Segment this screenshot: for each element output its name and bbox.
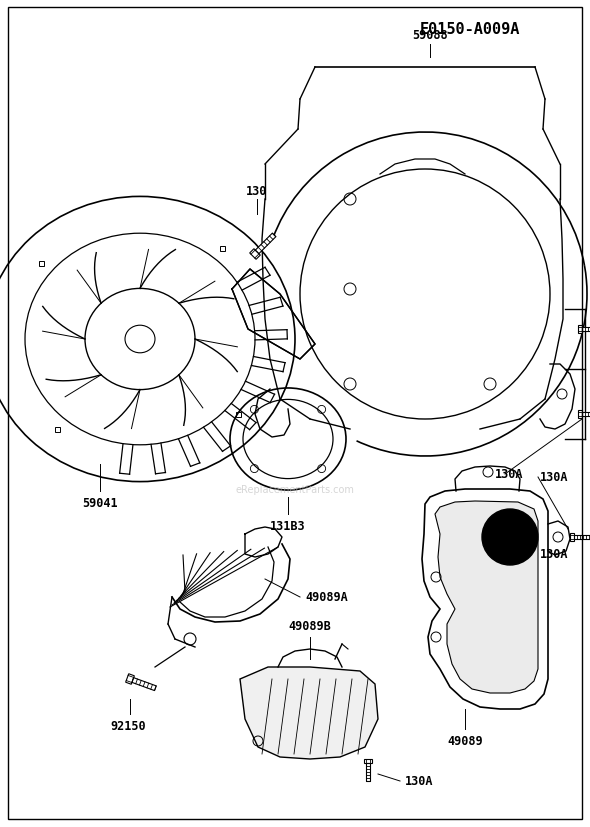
Text: 130A: 130A: [405, 775, 434, 787]
Polygon shape: [132, 678, 156, 691]
Polygon shape: [250, 250, 260, 260]
Text: 130A: 130A: [540, 471, 569, 484]
Text: E0150-A009A: E0150-A009A: [420, 22, 520, 37]
Polygon shape: [255, 234, 276, 255]
Polygon shape: [574, 535, 590, 539]
Polygon shape: [570, 533, 574, 542]
Polygon shape: [366, 763, 370, 781]
Polygon shape: [422, 490, 548, 709]
Text: eReplacementParts.com: eReplacementParts.com: [235, 485, 355, 495]
Circle shape: [482, 509, 538, 566]
Polygon shape: [582, 327, 590, 332]
Polygon shape: [582, 412, 590, 417]
Text: 92150: 92150: [110, 719, 146, 732]
Polygon shape: [578, 326, 582, 333]
Polygon shape: [232, 270, 315, 360]
Text: 49089: 49089: [447, 734, 483, 747]
Text: 130A: 130A: [495, 468, 523, 481]
Text: 49089B: 49089B: [289, 619, 332, 632]
Text: 130: 130: [246, 184, 268, 198]
Polygon shape: [578, 410, 582, 418]
Polygon shape: [126, 674, 135, 685]
Text: 59088: 59088: [412, 29, 448, 42]
Text: 130A: 130A: [540, 547, 569, 561]
Text: 131B3: 131B3: [270, 519, 306, 533]
Polygon shape: [365, 759, 372, 763]
Text: 59041: 59041: [82, 496, 118, 509]
Polygon shape: [435, 501, 538, 693]
Polygon shape: [240, 667, 378, 759]
Text: 49089A: 49089A: [305, 590, 348, 604]
